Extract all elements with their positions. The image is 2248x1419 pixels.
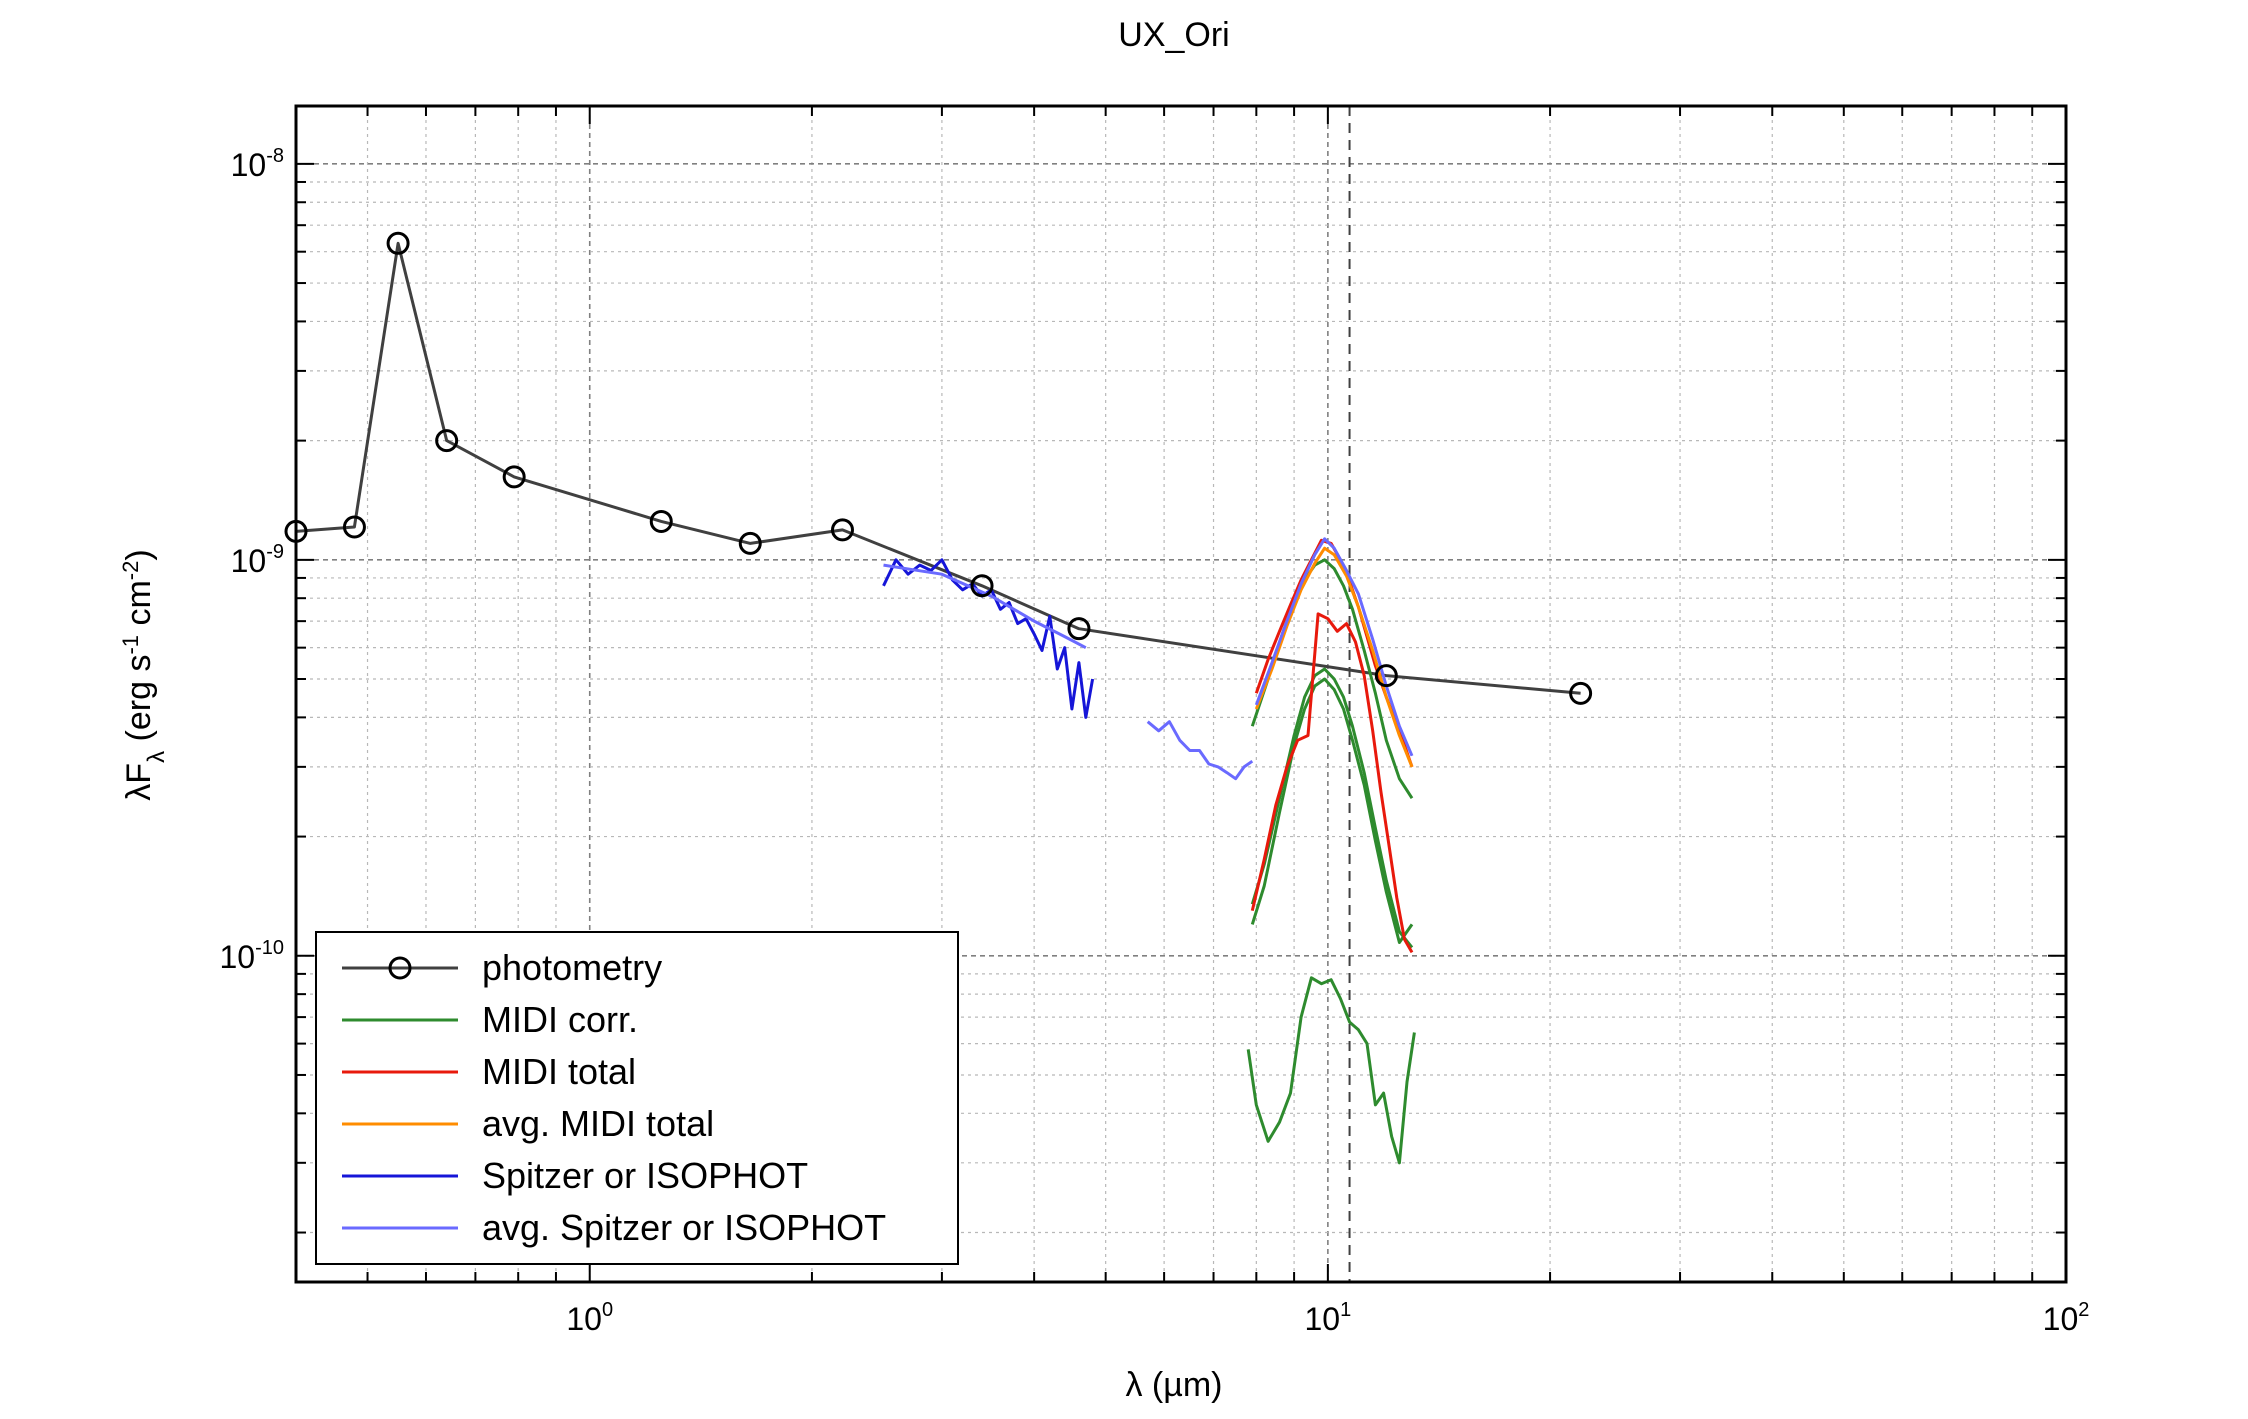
- series-line-avg-spitzer-or-isophot: [883, 563, 1087, 650]
- photometry-point: [1569, 681, 1593, 705]
- y-tick-label: 10-8: [231, 145, 284, 183]
- legend-label: MIDI total: [482, 1051, 636, 1092]
- photometry-point: [502, 465, 526, 489]
- legend-marker: [388, 956, 412, 980]
- x-tick-label: 100: [566, 1299, 613, 1337]
- chart-title: UX_Ori: [1118, 16, 1229, 54]
- series-line-midi-total: [1250, 612, 1414, 954]
- legend-label: Spitzer or ISOPHOT: [482, 1155, 808, 1196]
- photometry-point: [435, 429, 459, 453]
- series-line-spitzer-or-isophot: [882, 558, 1095, 719]
- photometry-point: [830, 518, 854, 542]
- photometry-point: [1067, 617, 1091, 641]
- axis-ticks: [295, 106, 2067, 1282]
- photometry-point: [738, 531, 762, 555]
- photometry-point: [386, 231, 410, 255]
- y-tick-label: 10-10: [220, 937, 285, 975]
- y-tick-label: 10-9: [231, 541, 284, 579]
- series-line-avg-spitzer-or-isophot: [1146, 720, 1254, 781]
- x-tick-label: 102: [2043, 1299, 2090, 1337]
- series-line-photometry: [295, 241, 1581, 695]
- legend-label: photometry: [482, 947, 662, 988]
- series-line-avg-midi-total: [1254, 546, 1414, 768]
- x-axis-label: λ (µm): [1125, 1366, 1222, 1404]
- photometry-point: [1374, 664, 1398, 688]
- series-line-midi-corr: [1246, 976, 1416, 1165]
- legend: photometry MIDI corr. MIDI total avg. MIDI …: [315, 931, 959, 1265]
- photometry-point: [649, 509, 673, 533]
- legend-box: [315, 931, 959, 1265]
- x-tick-label: 101: [1305, 1299, 1352, 1337]
- legend-label: avg. Spitzer or ISOPHOT: [482, 1207, 886, 1248]
- legend-label: avg. MIDI total: [482, 1103, 714, 1144]
- series-curves: [295, 241, 1581, 1165]
- photometry-point: [342, 515, 366, 539]
- tick-labels: 100 101 102 10-10 10-9 10-8: [220, 145, 2090, 1337]
- photometry-markers: [284, 231, 1593, 705]
- plot-frame: [294, 104, 2068, 1284]
- legend-label: MIDI corr.: [482, 999, 638, 1040]
- photometry-point: [970, 574, 994, 598]
- series-line-midi-corr: [1250, 677, 1414, 944]
